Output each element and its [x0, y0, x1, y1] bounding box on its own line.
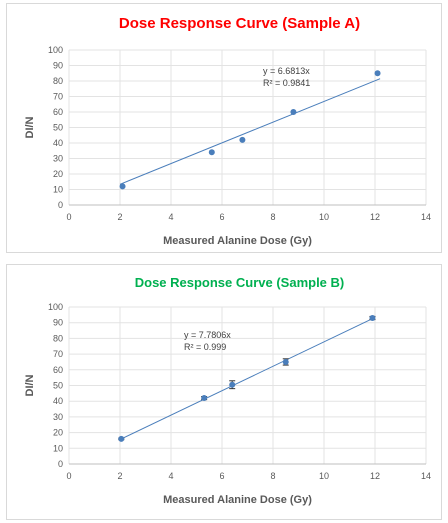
y-tick-label: 30	[53, 412, 63, 422]
x-tick-label: 10	[319, 471, 329, 481]
y-tick-label: 50	[53, 381, 63, 391]
data-point	[374, 70, 381, 77]
x-axis-title: Measured Alanine Dose (Gy)	[163, 494, 312, 506]
x-tick-label: 6	[219, 212, 224, 222]
x-tick-label: 0	[66, 471, 71, 481]
y-tick-label: 60	[53, 107, 63, 117]
y-tick-label: 50	[53, 123, 63, 133]
x-tick-label: 14	[421, 212, 431, 222]
y-tick-label: 100	[48, 45, 63, 55]
y-tick-label: 40	[53, 138, 63, 148]
x-tick-label: 8	[270, 471, 275, 481]
chart-title: Dose Response Curve (Sample A)	[119, 15, 360, 32]
data-point	[119, 183, 126, 190]
x-tick-label: 10	[319, 212, 329, 222]
x-tick-label: 2	[117, 471, 122, 481]
y-tick-label: 80	[53, 333, 63, 343]
x-tick-label: 12	[370, 212, 380, 222]
y-tick-label: 70	[53, 349, 63, 359]
data-point	[208, 149, 215, 156]
data-point	[118, 435, 125, 442]
y-tick-label: 100	[48, 302, 63, 312]
chart-b: Dose Response Curve (Sample B)0102030405…	[24, 275, 431, 506]
data-point	[229, 381, 236, 388]
y-tick-label: 0	[58, 200, 63, 210]
x-tick-label: 14	[421, 471, 431, 481]
x-tick-label: 6	[219, 471, 224, 481]
y-tick-label: 90	[53, 318, 63, 328]
y-tick-label: 30	[53, 154, 63, 164]
regression-annotation: y = 6.6813x	[263, 66, 310, 76]
regression-annotation: R² = 0.9841	[263, 78, 310, 88]
trendline	[119, 78, 381, 185]
data-point	[239, 136, 246, 143]
chart-panel-a: Dose Response Curve (Sample A) 0 10 20 30 40 5…	[6, 3, 442, 253]
chart-panel-b: Dose Response Curve (Sample B) 0 10 20 30 40 5…	[6, 264, 442, 520]
y-tick-label: 10	[53, 185, 63, 195]
y-axis-title: DI/N	[24, 374, 36, 396]
x-axis-title: Measured Alanine Dose (Gy)	[163, 235, 312, 247]
y-tick-label: 20	[53, 169, 63, 179]
data-point	[201, 395, 208, 402]
y-axis-title: DI/N	[24, 116, 36, 138]
y-tick-label: 90	[53, 61, 63, 71]
data-point	[290, 109, 297, 115]
x-tick-label: 0	[66, 212, 71, 222]
x-tick-label: 2	[117, 212, 122, 222]
regression-annotation: R² = 0.999	[184, 342, 226, 352]
x-tick-label: 8	[270, 212, 275, 222]
chart-a: Dose Response Curve (Sample A)0102030405…	[24, 15, 431, 247]
data-point	[369, 314, 376, 321]
y-tick-label: 40	[53, 396, 63, 406]
y-tick-label: 0	[58, 459, 63, 469]
y-tick-label: 70	[53, 92, 63, 102]
y-tick-label: 20	[53, 428, 63, 438]
x-tick-label: 4	[168, 471, 173, 481]
data-point	[282, 358, 289, 365]
y-tick-label: 60	[53, 365, 63, 375]
regression-annotation: y = 7.7806x	[184, 330, 231, 340]
y-tick-label: 80	[53, 76, 63, 86]
trendline	[119, 316, 376, 441]
y-tick-label: 10	[53, 443, 63, 453]
x-tick-label: 4	[168, 212, 173, 222]
chart-title: Dose Response Curve (Sample B)	[135, 275, 345, 290]
x-tick-label: 12	[370, 471, 380, 481]
